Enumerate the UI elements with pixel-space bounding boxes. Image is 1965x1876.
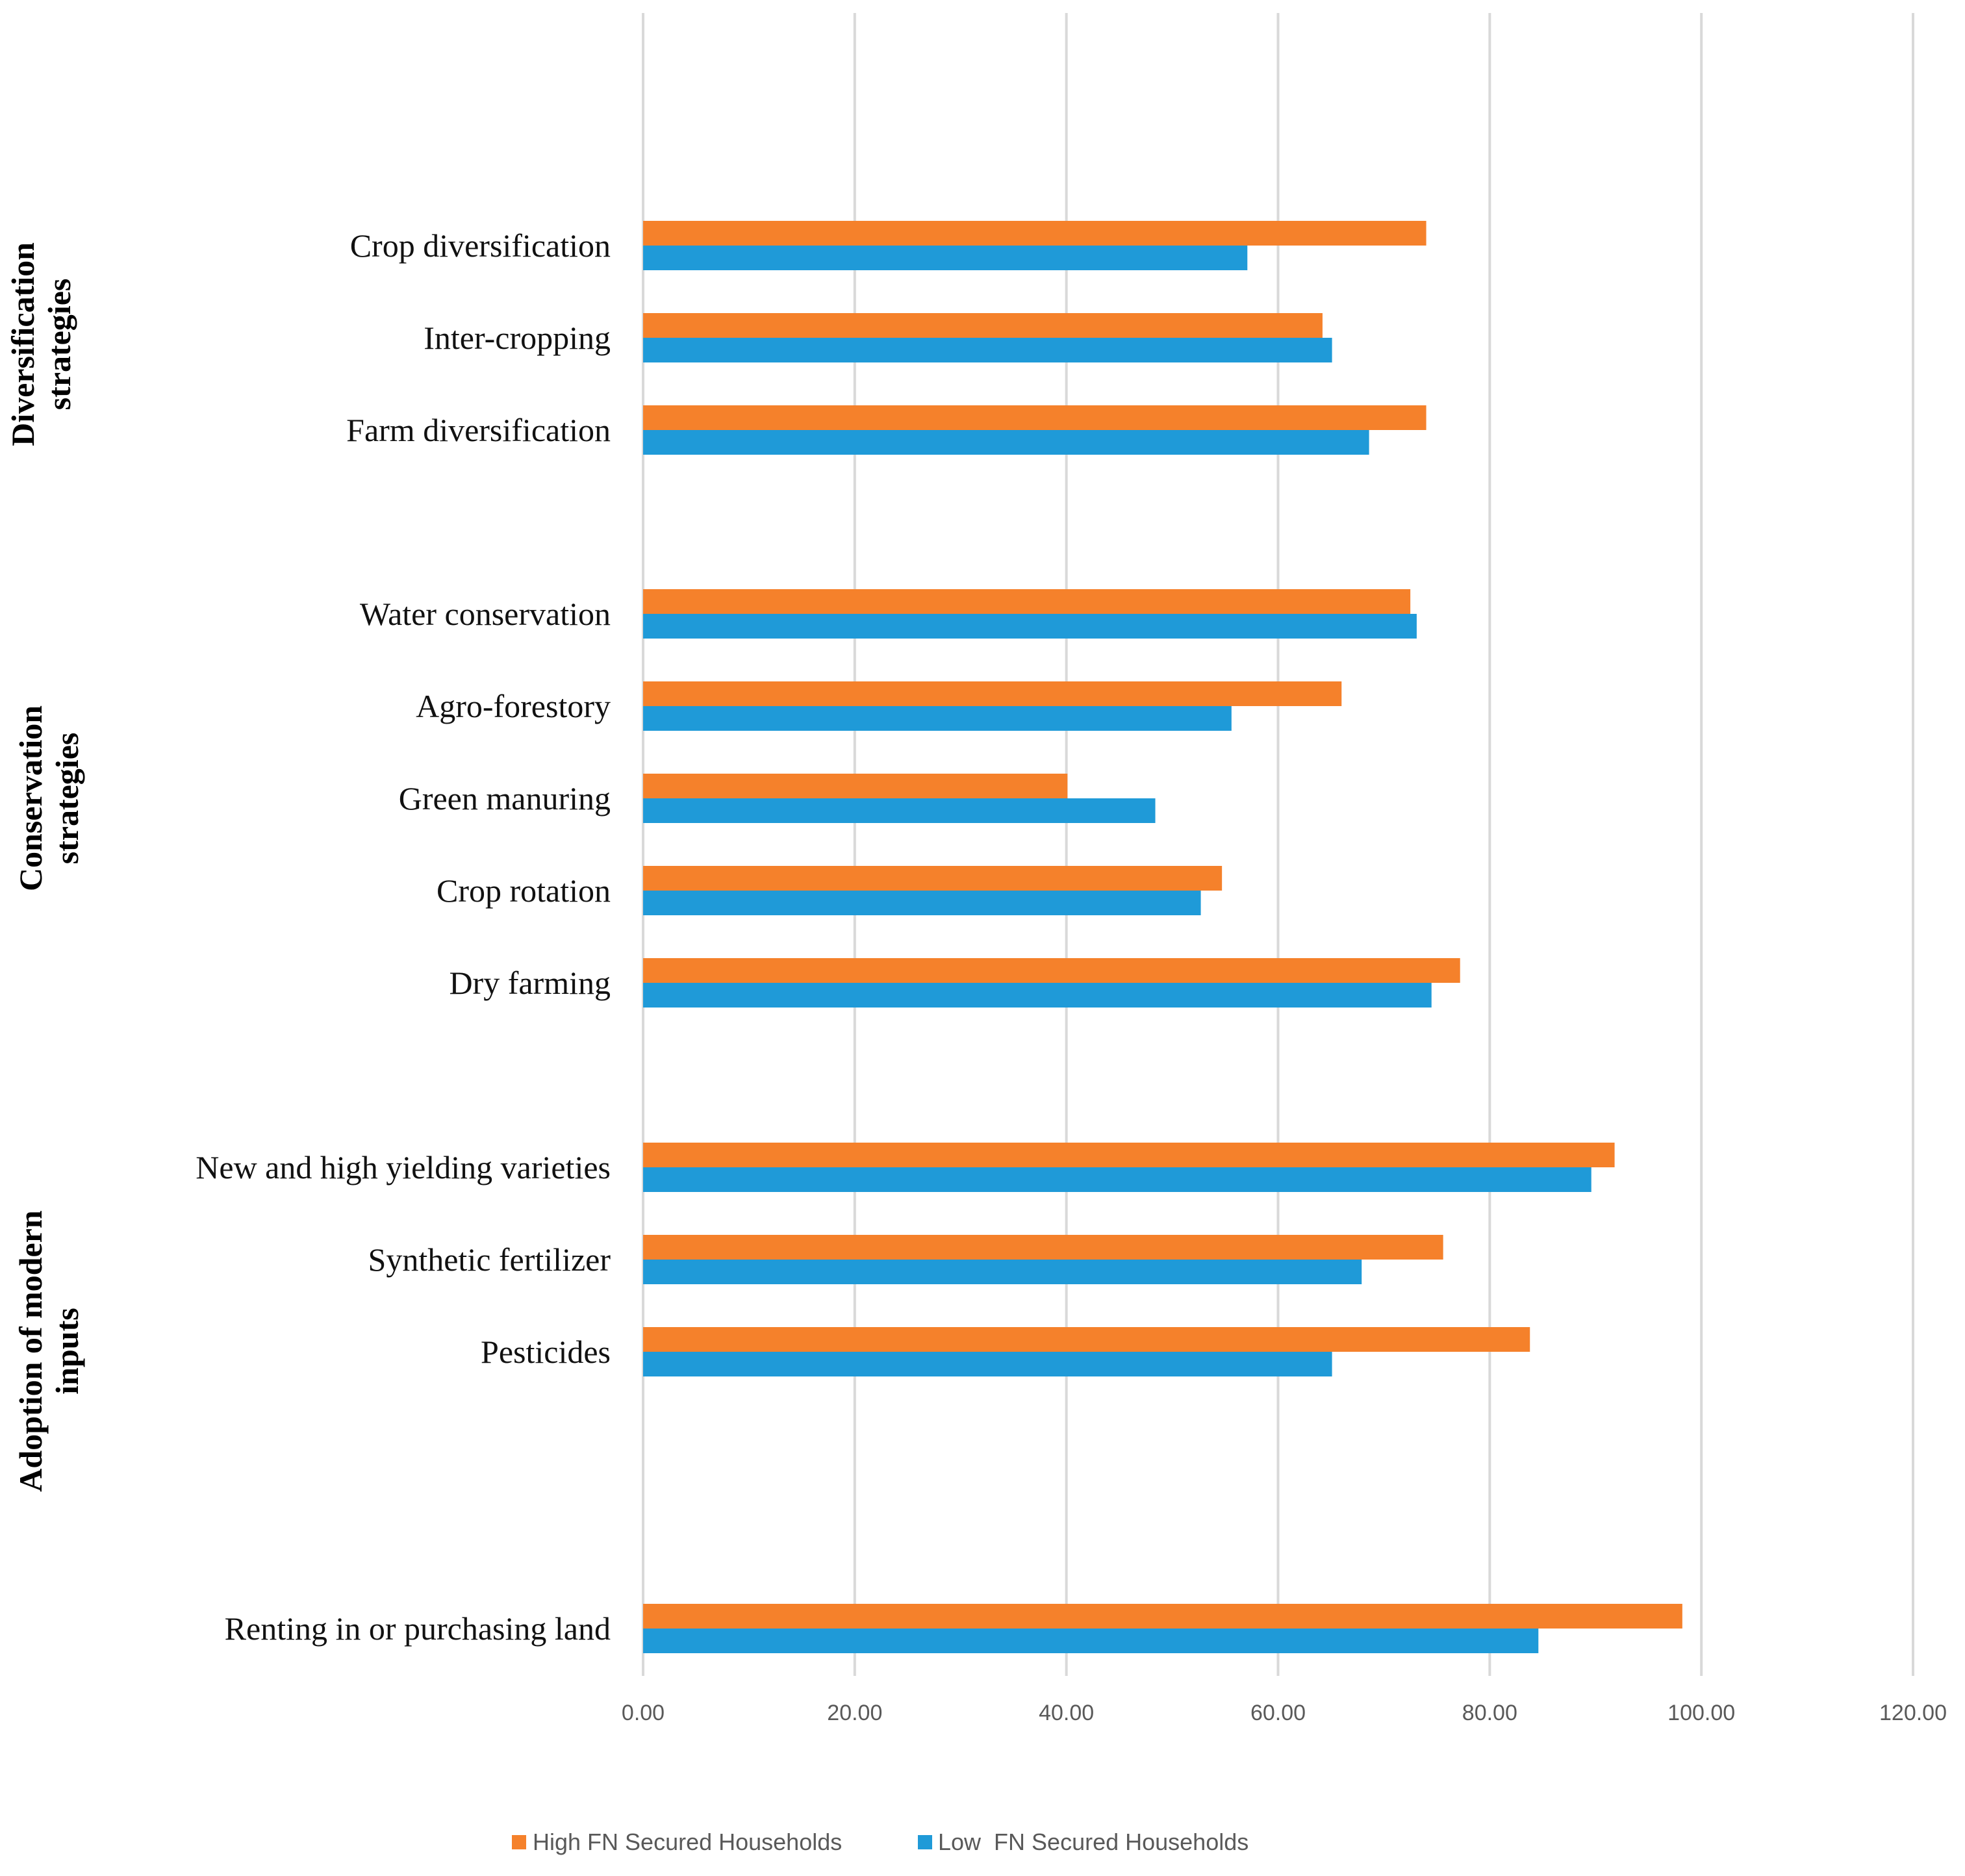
category-label-dry-farming: Dry farming [449,965,611,1001]
legend-label-low: Low FN Secured Households [938,1829,1249,1855]
category-label-crop-rotation: Crop rotation [437,872,611,909]
x-tick-label: 0.00 [622,1701,665,1725]
bar-high-green-manuring [643,774,1068,798]
group-label-conservation-strategies: Conservationstrategies [12,705,85,891]
legend: High FN Secured Households Low FN Secure… [512,1829,1249,1855]
bar-low-green-manuring [643,798,1156,823]
bar-low-synthetic-fertilizer [643,1260,1362,1284]
group-label-diversification-strategies: Diversificationstrategies [5,242,77,446]
bar-high-pesticides [643,1327,1530,1352]
bar-low-dry-farming [643,983,1432,1008]
bar-high-synthetic-fertilizer [643,1235,1443,1260]
bar-high-agro-forestory [643,681,1342,706]
gridlines [642,13,1914,1676]
category-label-crop-diversification: Crop diversification [350,227,611,264]
x-tick-label: 60.00 [1250,1701,1306,1725]
bar-high-farm-diversification [643,405,1426,430]
bar-high-inter-cropping [643,313,1323,338]
category-label-renting-in-or-purchasing-land: Renting in or purchasing land [225,1610,611,1647]
bar-high-crop-diversification [643,221,1426,246]
bar-low-new-and-high-yielding-varieties [643,1167,1591,1192]
bar-low-pesticides [643,1352,1332,1376]
bar-low-crop-rotation [643,891,1201,915]
bar-low-renting-in-or-purchasing-land [643,1629,1539,1653]
group-label-adoption-of-modern-inputs: Adoption of moderninputs [12,1210,85,1492]
legend-swatch-high [512,1835,526,1849]
category-label-inter-cropping: Inter-cropping [424,320,611,356]
category-label-new-and-high-yielding-varieties: New and high yielding varieties [196,1149,611,1185]
bar-high-dry-farming [643,958,1460,983]
bar-low-inter-cropping [643,338,1332,362]
bar-low-agro-forestory [643,706,1232,731]
bar-low-water-conservation [643,614,1417,639]
category-labels: Crop diversification Inter-cropping Farm d… [196,227,611,1647]
bars [643,221,1682,1653]
bar-high-crop-rotation [643,866,1223,891]
legend-swatch-low [918,1835,932,1849]
x-tick-label: 80.00 [1462,1701,1517,1725]
bar-high-water-conservation [643,589,1411,614]
category-label-farm-diversification: Farm diversification [346,412,611,448]
bar-high-renting-in-or-purchasing-land [643,1604,1682,1629]
x-tick-label: 120.00 [1879,1701,1947,1725]
x-axis-tick-labels: 0.00 20.00 40.00 60.00 80.00 100.00 120.00 [622,1701,1947,1725]
group-labels: Diversificationstrategies Conservationstr… [5,242,85,1492]
x-tick-label: 40.00 [1039,1701,1094,1725]
bar-low-farm-diversification [643,430,1369,455]
x-tick-label: 20.00 [827,1701,882,1725]
legend-label-high: High FN Secured Households [533,1829,842,1855]
category-label-agro-forestory: Agro-forestory [416,688,611,724]
category-label-pesticides: Pesticides [481,1334,611,1370]
bar-high-new-and-high-yielding-varieties [643,1143,1615,1167]
category-label-water-conservation: Water conservation [360,596,611,632]
category-label-synthetic-fertilizer: Synthetic fertilizer [368,1241,611,1278]
x-tick-label: 100.00 [1667,1701,1735,1725]
category-label-green-manuring: Green manuring [399,780,611,817]
bar-low-crop-diversification [643,246,1248,270]
